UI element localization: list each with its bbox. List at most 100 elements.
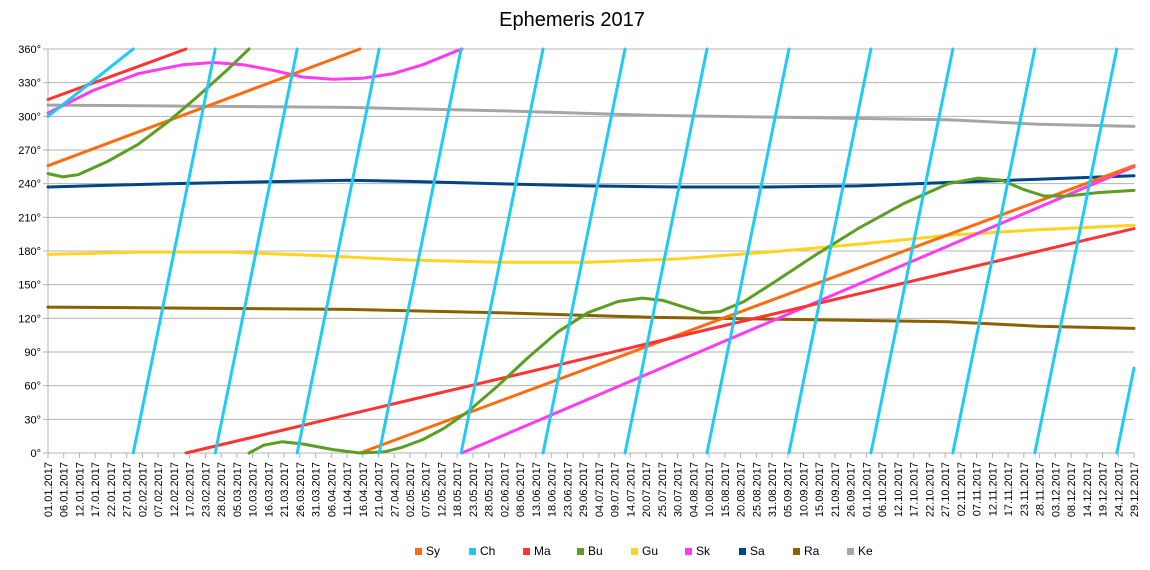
x-tick-label: 28.11.2017	[1035, 462, 1047, 516]
legend-swatch-sy	[415, 548, 422, 555]
series-ch-line	[213, 47, 299, 455]
series-ch-line	[131, 47, 217, 455]
legend-label-ma: Ma	[534, 544, 551, 558]
x-tick-label: 25.08.2017	[751, 462, 763, 517]
legend-label-bu: Bu	[588, 544, 603, 558]
series-ch-line	[869, 47, 955, 455]
y-tick-label: 330°	[18, 78, 41, 90]
x-tick-label: 11.04.2017	[342, 462, 354, 516]
x-tick-label: 26.03.2017	[295, 462, 307, 517]
x-tick-label: 29.06.2017	[578, 462, 590, 517]
y-tick-label: 270°	[18, 145, 41, 157]
x-tick-label: 28.05.2017	[484, 462, 496, 517]
series-ch-line	[787, 47, 873, 455]
legend-label-sk: Sk	[696, 544, 711, 558]
y-tick-label: 30°	[24, 414, 41, 426]
series-ch-line	[541, 47, 627, 455]
x-tick-label: 08.12.2017	[1066, 462, 1078, 517]
series-ch-line	[459, 47, 545, 455]
x-tick-label: 16.03.2017	[263, 462, 275, 517]
x-tick-label: 05.03.2017	[232, 462, 244, 517]
x-tick-label: 14.12.2017	[1082, 462, 1094, 517]
x-tick-label: 06.10.2017	[877, 462, 889, 517]
series-bu-line	[247, 176, 1136, 455]
x-tick-label: 17.10.2017	[909, 462, 921, 517]
legend-swatch-sa	[739, 548, 746, 555]
x-tick-label: 23.02.2017	[200, 462, 212, 517]
x-tick-label: 23.06.2017	[562, 462, 574, 517]
x-tick-label: 10.09.2017	[798, 462, 810, 517]
legend-label-sy: Sy	[426, 544, 440, 558]
x-tick-label: 13.06.2017	[531, 462, 543, 517]
series-ma-line	[184, 227, 1136, 455]
y-tick-label: 120°	[18, 313, 41, 325]
y-tick-label: 90°	[24, 347, 41, 359]
legend: Sy Ch Ma Bu Gu Sk Sa Ra Ke	[415, 544, 873, 558]
series-sa-line	[46, 174, 1136, 189]
x-tick-label: 30.07.2017	[673, 462, 685, 517]
x-tick-label: 15.09.2017	[814, 462, 826, 517]
series-sy-line	[358, 164, 1136, 455]
x-axis-ticks: 01.01.2017 06.01.2017 12.01.2017 17.01.2017…	[43, 453, 1141, 517]
y-tick-label: 0°	[30, 448, 41, 460]
x-tick-label: 12.05.2017	[436, 462, 448, 517]
x-tick-label: 17.11.2017	[1003, 462, 1015, 516]
x-tick-label: 17.01.2017	[90, 462, 102, 517]
series-bu-line	[46, 47, 251, 179]
x-tick-label: 27.04.2017	[389, 462, 401, 517]
legend-swatch-ch	[469, 548, 476, 555]
legend-label-ra: Ra	[804, 544, 820, 558]
series-ch-line	[46, 47, 135, 118]
y-tick-label: 300°	[18, 111, 41, 123]
y-tick-label: 60°	[24, 381, 41, 393]
x-tick-label: 06.01.2017	[59, 462, 71, 517]
x-tick-label: 12.11.2017	[987, 462, 999, 516]
y-tick-label: 180°	[18, 246, 41, 258]
series-ch-line	[951, 47, 1037, 455]
x-tick-label: 02.05.2017	[405, 462, 417, 517]
x-tick-label: 18.05.2017	[452, 462, 464, 517]
x-tick-label: 02.02.2017	[137, 462, 149, 517]
x-tick-label: 12.01.2017	[74, 462, 86, 517]
x-tick-label: 01.01.2017	[43, 462, 55, 517]
legend-swatch-sk	[685, 548, 692, 555]
x-tick-label: 01.10.2017	[861, 462, 873, 517]
x-tick-label: 21.09.2017	[830, 462, 842, 517]
series-ra-line	[46, 305, 1136, 330]
series-ch-line	[623, 47, 709, 455]
series-ch-line	[705, 47, 791, 455]
x-tick-label: 04.07.2017	[594, 462, 606, 517]
x-tick-label: 08.06.2017	[515, 462, 527, 517]
series-sk-line	[46, 47, 464, 115]
x-tick-label: 21.04.2017	[374, 462, 386, 517]
series-gu-line	[46, 223, 1136, 264]
legend-label-ch: Ch	[480, 544, 495, 558]
x-tick-label: 23.05.2017	[468, 462, 480, 517]
legend-label-sa: Sa	[750, 544, 765, 558]
x-tick-label: 19.12.2017	[1098, 462, 1110, 517]
x-tick-label: 03.12.2017	[1050, 462, 1062, 517]
y-tick-label: 360°	[18, 44, 41, 56]
x-tick-label: 24.12.2017	[1113, 462, 1125, 517]
x-tick-label: 12.02.2017	[169, 462, 181, 517]
series-ch-line	[377, 47, 463, 455]
grid-lines	[43, 48, 1134, 454]
x-tick-label: 23.11.2017	[1019, 462, 1031, 516]
series-sk-line	[460, 165, 1136, 455]
y-tick-label: 240°	[18, 179, 41, 191]
y-tick-label: 150°	[18, 280, 41, 292]
x-tick-label: 21.03.2017	[279, 462, 291, 517]
x-tick-label: 29.12.2017	[1129, 462, 1141, 517]
legend-swatch-ra	[793, 548, 800, 555]
y-axis-ticks: 0° 30° 60° 90° 120° 150° 180° 210° 240° 270° 300° 3…	[18, 44, 41, 460]
chart-title: Ephemeris 2017	[499, 9, 645, 31]
x-tick-label: 31.03.2017	[311, 462, 323, 517]
x-tick-label: 10.08.2017	[704, 462, 716, 517]
x-tick-label: 04.08.2017	[688, 462, 700, 517]
legend-swatch-gu	[631, 548, 638, 555]
series-ke-line	[46, 103, 1136, 128]
x-tick-label: 20.07.2017	[641, 462, 653, 517]
legend-swatch-ke	[847, 548, 854, 555]
x-tick-label: 14.07.2017	[625, 462, 637, 517]
